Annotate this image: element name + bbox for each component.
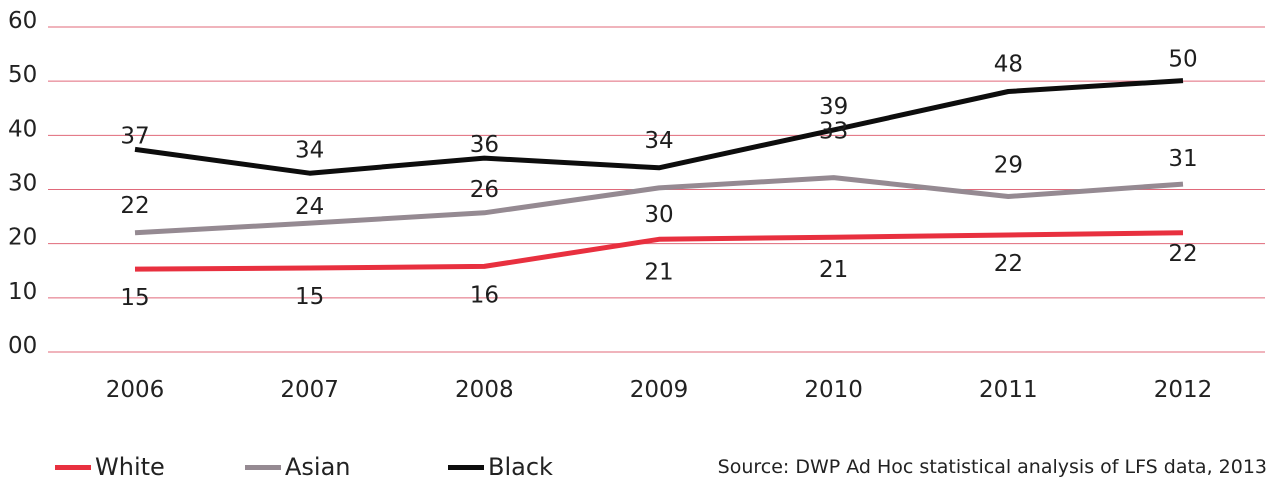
data-label-white: 22 [1168, 241, 1197, 267]
legend-swatch-asian [245, 464, 281, 470]
data-label-white: 21 [819, 257, 848, 283]
legend-item-asian: Asian [245, 452, 351, 482]
data-label-asian: 24 [295, 194, 324, 220]
data-label-black: 37 [120, 123, 149, 149]
legend-item-black: Black [448, 452, 553, 482]
series-line-white [134, 230, 1184, 272]
data-label-asian: 22 [120, 193, 149, 219]
data-label-white: 16 [470, 282, 499, 308]
legend-label-white: White [95, 453, 165, 481]
data-label-asian: 30 [644, 202, 673, 228]
x-tick-label: 2012 [1154, 377, 1213, 403]
data-label-black: 39 [819, 94, 848, 120]
data-label-asian: 26 [470, 177, 499, 203]
data-label-white: 21 [644, 259, 673, 285]
y-tick-label: 10 [8, 279, 37, 305]
x-tick-label: 2006 [106, 377, 165, 403]
line-chart: 00 10 20 30 40 50 60 2006 2007 2008 2009 2010 2011 20… [8, 8, 1265, 403]
series-line-black [134, 78, 1184, 176]
x-tick-label: 2007 [280, 377, 339, 403]
data-label-black: 34 [644, 128, 673, 154]
legend-swatch-black [448, 464, 484, 470]
y-tick-label: 50 [8, 62, 37, 88]
y-tick-label: 30 [8, 171, 37, 197]
x-tick-label: 2008 [455, 377, 514, 403]
x-tick-label: 2009 [630, 377, 689, 403]
series-line-asian [134, 175, 1184, 236]
legend-swatch-white [55, 464, 91, 470]
data-label-asian: 33 [819, 119, 848, 145]
data-label-white: 22 [994, 251, 1023, 277]
y-tick-label: 20 [8, 225, 37, 251]
legend-label-black: Black [488, 453, 553, 481]
data-label-black: 50 [1168, 47, 1197, 73]
data-label-black: 36 [470, 132, 499, 158]
data-label-black: 34 [295, 137, 324, 163]
data-label-black: 48 [994, 51, 1023, 77]
x-tick-label: 2011 [979, 377, 1038, 403]
data-label-asian: 29 [994, 153, 1023, 179]
x-tick-label: 2010 [804, 377, 863, 403]
data-label-white: 15 [120, 285, 149, 311]
source-note: Source: DWP Ad Hoc statistical analysis … [717, 456, 1267, 478]
legend-label-asian: Asian [285, 453, 351, 481]
data-label-asian: 31 [1168, 146, 1197, 172]
y-tick-label: 60 [8, 8, 37, 34]
data-label-white: 15 [295, 284, 324, 310]
y-tick-label: 00 [8, 333, 37, 359]
y-tick-label: 40 [8, 116, 37, 142]
legend: White Asian Black [0, 452, 1269, 482]
legend-item-white: White [55, 452, 165, 482]
